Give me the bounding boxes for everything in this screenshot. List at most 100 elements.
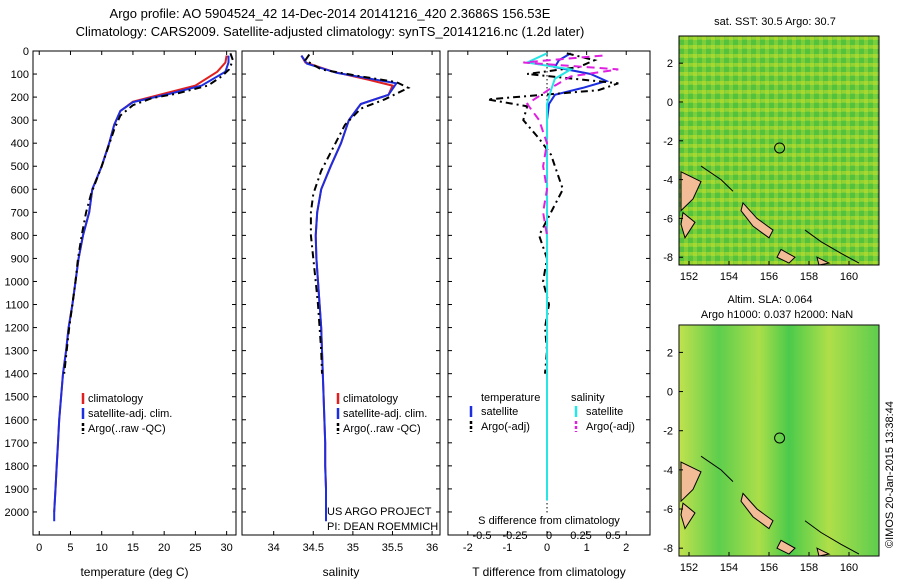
x-tick-label: 30 bbox=[221, 542, 233, 554]
credit-stamp: ©IMOS 20-Jan-2015 13:38:44 bbox=[884, 401, 896, 548]
coastline bbox=[700, 455, 734, 482]
legend-label: satellite bbox=[586, 406, 623, 418]
y-tick-label: 0 bbox=[23, 46, 29, 58]
y-tick-label: 1800 bbox=[5, 461, 29, 473]
series-line-satellite-adj-clim- bbox=[300, 55, 399, 522]
x-tick-label: 34 bbox=[268, 542, 280, 554]
legend-label: Argo(..raw -QC) bbox=[88, 423, 166, 435]
map-x-tick-label: 158 bbox=[800, 562, 818, 574]
land-mass bbox=[776, 248, 796, 264]
sla-map-title: Altim. SLA: 0.064 bbox=[728, 294, 813, 306]
land-mass bbox=[680, 461, 702, 503]
y-tick-label: 1100 bbox=[5, 300, 29, 312]
legend-label: satellite-adj. clim. bbox=[343, 408, 427, 420]
x-tick-label: 10 bbox=[96, 542, 108, 554]
y-tick-label: 700 bbox=[11, 207, 29, 219]
map-y-tick-label: -4 bbox=[663, 465, 673, 477]
map-overlay bbox=[679, 325, 879, 556]
x-tick-label: 20 bbox=[158, 542, 170, 554]
panel-frame bbox=[447, 50, 651, 536]
x-tick-label: 36 bbox=[426, 542, 438, 554]
x-tick-label: 35 bbox=[347, 542, 359, 554]
land-mass bbox=[740, 201, 774, 239]
map-x-tick-label: 160 bbox=[840, 271, 858, 283]
map-x-tick-label: 154 bbox=[720, 271, 738, 283]
y-tick-label: 2000 bbox=[5, 507, 29, 519]
x-tick-label: 35.5 bbox=[382, 542, 403, 554]
legend-label: satellite-adj. clim. bbox=[88, 408, 172, 420]
map-x-tick-label: 160 bbox=[840, 562, 858, 574]
coastline bbox=[700, 165, 734, 192]
x-tick-label: 2 bbox=[623, 542, 629, 554]
map-y-tick-label: -2 bbox=[663, 426, 673, 438]
coastline bbox=[804, 520, 860, 555]
land-mass bbox=[740, 492, 774, 530]
y-tick-label: 800 bbox=[11, 230, 29, 242]
coastline bbox=[804, 229, 860, 264]
series-line-argo-raw-qc- bbox=[303, 53, 411, 374]
map-y-tick-label: 0 bbox=[667, 387, 673, 399]
y-tick-label: 1000 bbox=[5, 276, 29, 288]
map-x-tick-label: 158 bbox=[800, 271, 818, 283]
map-y-tick-label: 2 bbox=[667, 58, 673, 70]
legend-label: Argo(-adj) bbox=[481, 421, 530, 433]
project-note: US ARGO PROJECT bbox=[327, 506, 432, 518]
float-location-marker bbox=[774, 432, 786, 444]
y-tick-label: 200 bbox=[11, 92, 29, 104]
map-x-tick-label: 154 bbox=[720, 562, 738, 574]
top-tick-label: 0 bbox=[546, 530, 552, 542]
legend-label: climatology bbox=[88, 393, 144, 405]
panel-frame bbox=[32, 50, 237, 536]
x-tick-label: 0 bbox=[36, 542, 42, 554]
top-axis-label: S difference from climatology bbox=[478, 515, 620, 527]
x-tick-label: -1 bbox=[503, 542, 513, 554]
land-mass bbox=[680, 211, 696, 240]
map-y-tick-label: 2 bbox=[667, 347, 673, 359]
map-y-tick-label: -4 bbox=[663, 175, 673, 187]
y-tick-label: 1400 bbox=[5, 369, 29, 381]
x-axis-label: salinity bbox=[323, 565, 360, 579]
map-y-tick-label: -8 bbox=[663, 252, 673, 264]
y-tick-label: 500 bbox=[11, 161, 29, 173]
y-tick-label: 1300 bbox=[5, 346, 29, 358]
x-axis-label: temperature (deg C) bbox=[80, 565, 188, 579]
legend-label: climatology bbox=[343, 393, 399, 405]
map-x-tick-label: 156 bbox=[760, 562, 778, 574]
x-tick-label: 1 bbox=[584, 542, 590, 554]
y-tick-label: 1200 bbox=[5, 323, 29, 335]
map-x-tick-label: 152 bbox=[680, 562, 698, 574]
map-y-tick-label: -6 bbox=[663, 504, 673, 516]
land-mass bbox=[680, 502, 696, 530]
top-tick-label: 0.25 bbox=[570, 530, 591, 542]
x-tick-label: 0 bbox=[544, 542, 550, 554]
y-tick-label: 900 bbox=[11, 253, 29, 265]
map-field bbox=[678, 35, 880, 266]
x-tick-label: 25 bbox=[189, 542, 201, 554]
panel-frame bbox=[241, 50, 441, 536]
legend-label: satellite bbox=[481, 406, 518, 418]
legend-title-salinity: salinity bbox=[571, 392, 605, 404]
map-x-tick-label: 152 bbox=[680, 271, 698, 283]
series-line-argo-raw-qc- bbox=[63, 52, 234, 374]
x-axis-label: T difference from climatology bbox=[472, 565, 626, 579]
y-tick-label: 1600 bbox=[5, 415, 29, 427]
map-y-tick-label: -8 bbox=[663, 543, 673, 555]
y-tick-label: 100 bbox=[11, 69, 29, 81]
top-tick-label: 0.5 bbox=[605, 530, 620, 542]
x-tick-label: -2 bbox=[463, 542, 473, 554]
map-x-tick-label: 156 bbox=[760, 271, 778, 283]
top-tick-label: -0.5 bbox=[473, 530, 492, 542]
sla-map-subtitle: Argo h1000: 0.037 h2000: NaN bbox=[701, 309, 853, 321]
float-location-marker bbox=[774, 142, 786, 154]
top-tick-label: -0.25 bbox=[502, 530, 527, 542]
map-y-tick-label: -6 bbox=[663, 213, 673, 225]
legend-title-temperature: temperature bbox=[481, 392, 540, 404]
y-tick-label: 1900 bbox=[5, 484, 29, 496]
series-line-s-satellite bbox=[523, 52, 574, 501]
y-tick-label: 1700 bbox=[5, 438, 29, 450]
x-tick-label: 15 bbox=[127, 542, 139, 554]
map-field bbox=[678, 324, 880, 557]
map-y-tick-label: -2 bbox=[663, 136, 673, 148]
figure-title: Argo profile: AO 5904524_42 14-Dec-2014 … bbox=[109, 6, 551, 21]
